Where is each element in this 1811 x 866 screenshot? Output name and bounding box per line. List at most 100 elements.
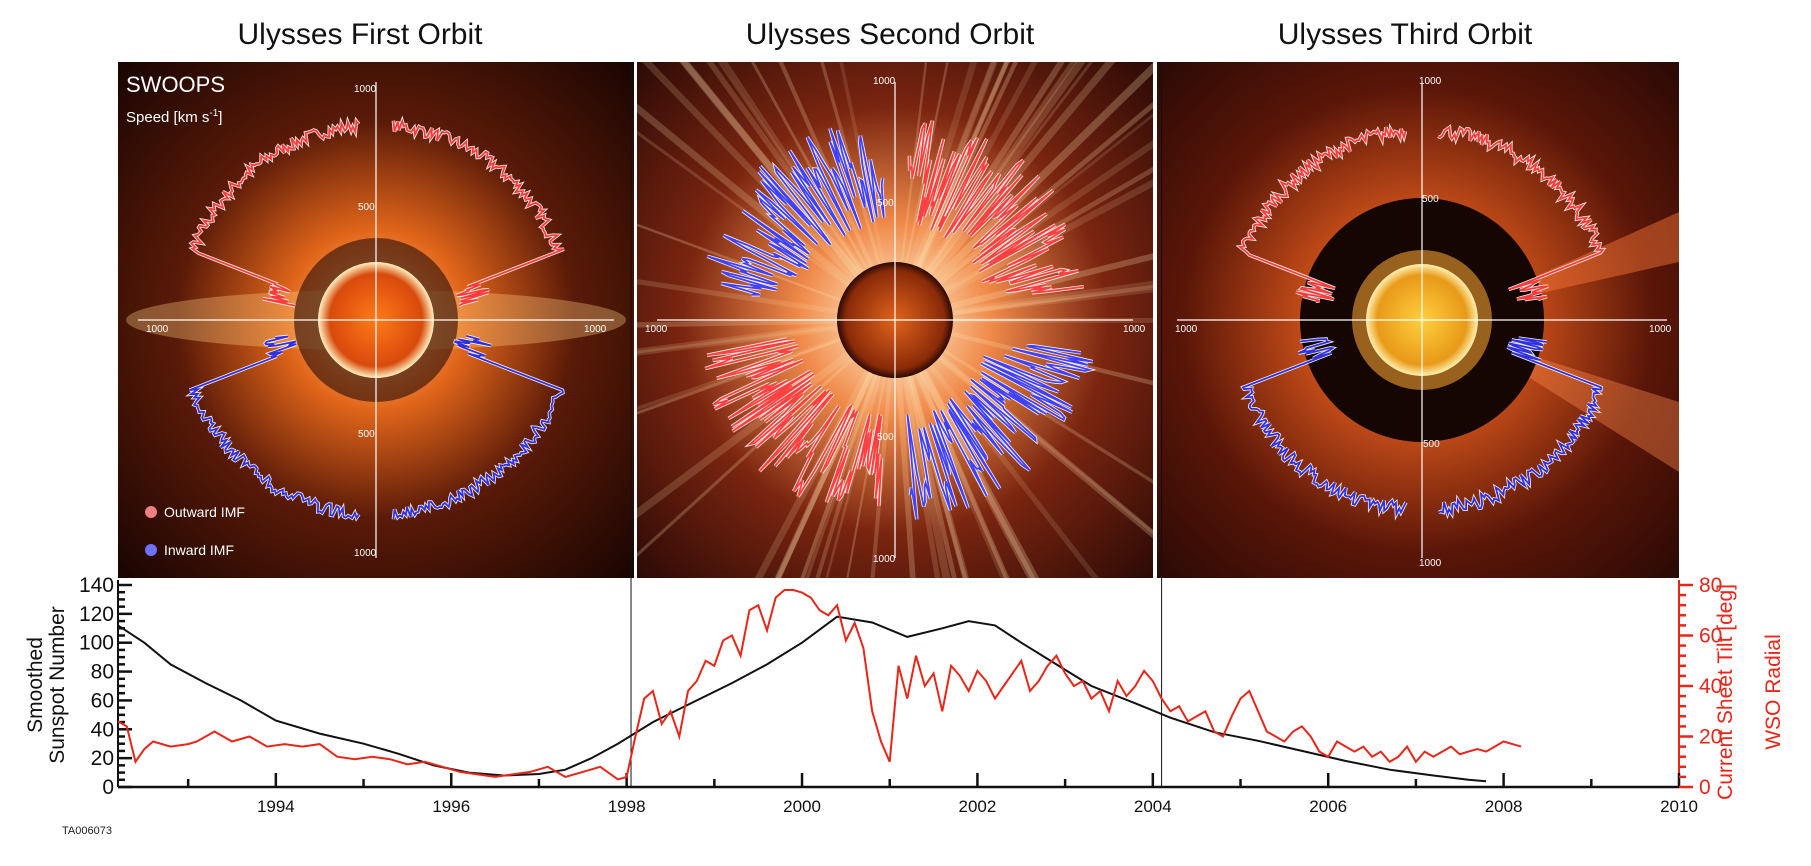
ylabel-left-line2: Sunspot Number (46, 606, 69, 764)
corona-ray (637, 317, 896, 328)
x-tick-label: 2006 (1309, 797, 1347, 816)
corona-ray (892, 62, 1065, 322)
instrument-label: SWOOPS (126, 72, 225, 97)
tick-top-inner: 500 (877, 198, 894, 209)
polar-speed-plot (1235, 123, 1607, 521)
tick-bottom-inner: 500 (358, 429, 375, 440)
corona-ray (870, 319, 898, 578)
speed-trace-0 (706, 127, 885, 296)
tick-bottom-outer: 1000 (1419, 558, 1442, 569)
x-tick-label: 1996 (432, 797, 470, 816)
y-left-tick-label: 140 (79, 574, 114, 597)
corona-ray (637, 130, 896, 322)
corona-ray (891, 62, 978, 321)
corona-ray (892, 62, 1038, 322)
y-right-tick-label: 80 (1699, 574, 1722, 597)
y-left-tick-label: 100 (79, 632, 114, 655)
corona-ray (892, 319, 941, 578)
corona-ray (893, 166, 1153, 323)
corona-ray (721, 62, 898, 322)
corona-ray (893, 179, 1153, 323)
corona-ray (637, 103, 898, 323)
tick-top-outer: 1000 (873, 76, 896, 87)
orbit-panel-second: 1000 500 500 1000 1000 1000 (637, 62, 1153, 578)
y-right-tick-label: 40 (1699, 675, 1722, 698)
corona-ray (892, 62, 997, 321)
quantity-label: Speed [km s-1] (126, 108, 222, 126)
polar-speed-plot (185, 115, 565, 522)
tick-right: 1000 (1123, 324, 1146, 335)
speed-trace-3 (187, 335, 360, 520)
speed-trace-2 (1438, 337, 1603, 517)
speed-trace-0 (189, 118, 360, 307)
corona-ray (892, 319, 916, 578)
legend-outward-marker (145, 506, 157, 518)
corona-ray (637, 318, 896, 354)
corona-ray (892, 319, 957, 578)
x-tick-label: 2010 (1660, 797, 1698, 816)
corona-ray (679, 62, 898, 323)
corona-ray (892, 318, 1099, 578)
tick-bottom-inner: 500 (877, 432, 894, 443)
corona-ray (893, 62, 1094, 321)
corona-ray (893, 62, 928, 321)
panel-title-third: Ulysses Third Orbit (1277, 18, 1533, 51)
corona-ray (706, 62, 898, 322)
corona-ray (805, 319, 897, 578)
corona-ray (894, 113, 1153, 322)
x-tick-label: 1994 (257, 797, 295, 816)
corona-ray (754, 318, 899, 578)
y-right-tick-label: 60 (1699, 625, 1722, 648)
y-left-tick-label: 60 (91, 689, 114, 712)
corona-ray (894, 318, 1153, 535)
corona-ray (750, 62, 897, 321)
corona-ray (892, 319, 1010, 578)
corona-ray (893, 140, 1153, 323)
tick-right: 1000 (584, 324, 607, 335)
tick-left: 1000 (146, 324, 169, 335)
corona-ray (891, 318, 1040, 578)
corona-ray (778, 62, 897, 321)
speed-trace-1 (1437, 125, 1605, 301)
tick-left: 1000 (645, 324, 668, 335)
chart-series (117, 589, 1522, 783)
orbit-panel-third: 1000 500 500 1000 1000 1000 (1157, 62, 1679, 578)
x-tick-label: 2002 (959, 797, 997, 816)
corona-ray (892, 62, 1116, 323)
speed-trace-1 (392, 118, 565, 307)
legend-outward-label: Outward IMF (164, 504, 245, 520)
corona-ray (680, 62, 898, 323)
speed-trace-2 (392, 335, 564, 520)
y-left-tick-label: 0 (102, 776, 114, 799)
corona-ray (894, 253, 1153, 323)
corona-ray (637, 318, 896, 411)
corona-ray (637, 316, 896, 356)
x-tick-label: 1998 (608, 797, 646, 816)
corona-ray (846, 319, 897, 578)
corona-ray (825, 319, 897, 578)
legend-inward-marker (145, 544, 157, 556)
y-right-tick-label: 0 (1699, 776, 1711, 799)
corona-ray (800, 319, 897, 578)
y-left-tick-label: 40 (91, 718, 114, 741)
corona-ray (839, 62, 897, 321)
tick-top-outer: 1000 (354, 84, 377, 95)
corona-ray (815, 319, 897, 578)
tick-right: 1000 (1649, 324, 1672, 335)
legend-inward-label: Inward IMF (164, 542, 234, 558)
tick-top-inner: 500 (358, 202, 375, 213)
x-tick-label: 2008 (1485, 797, 1523, 816)
corona-ray (892, 62, 1010, 322)
corona-ray (892, 319, 967, 578)
corona-ray (893, 62, 1019, 321)
corona-ray (892, 62, 1077, 322)
corona-ray (892, 317, 1153, 539)
tick-top-outer: 1000 (1419, 76, 1442, 87)
y-left-tick-label: 20 (91, 747, 114, 770)
x-tick-label: 2004 (1134, 797, 1172, 816)
ylabel-left-line1: Smoothed (24, 637, 47, 733)
tick-left: 1000 (1175, 324, 1198, 335)
speed-trace-0 (1237, 126, 1407, 303)
speed-trace-2 (906, 344, 1093, 520)
x-tick-label: 2000 (783, 797, 821, 816)
